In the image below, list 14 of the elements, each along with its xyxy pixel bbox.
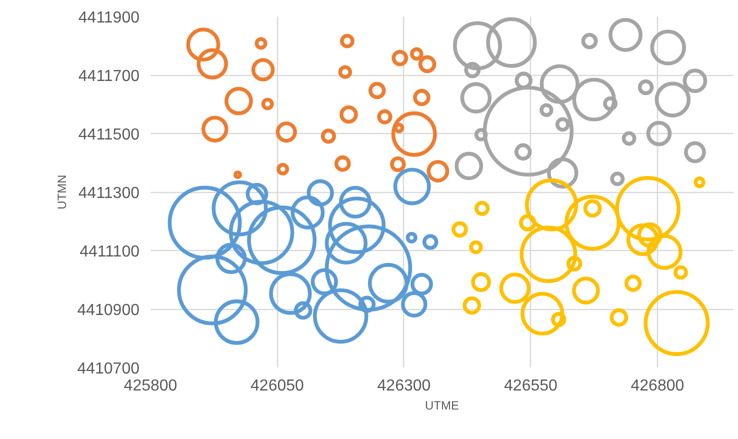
y-tick-label: 4411700: [78, 68, 140, 85]
y-tick-label: 4411300: [78, 185, 140, 202]
x-tick-label: 426300: [377, 378, 431, 394]
y-tick-label: 4411100: [80, 244, 140, 260]
y-tick-label: 4410700: [77, 360, 140, 378]
x-tick-label: 425800: [124, 378, 178, 394]
y-axis-title: UTMN: [55, 174, 70, 210]
y-tick-label: 4411500: [78, 126, 140, 144]
x-tick-label: 426550: [504, 378, 558, 394]
y-tick-label: 4410900: [77, 302, 140, 319]
x-tick-label: 426800: [630, 378, 684, 394]
x-axis-title: UTME: [425, 398, 459, 412]
x-tick-label: 426050: [250, 378, 304, 394]
y-tick-label: 4411900: [78, 10, 140, 26]
